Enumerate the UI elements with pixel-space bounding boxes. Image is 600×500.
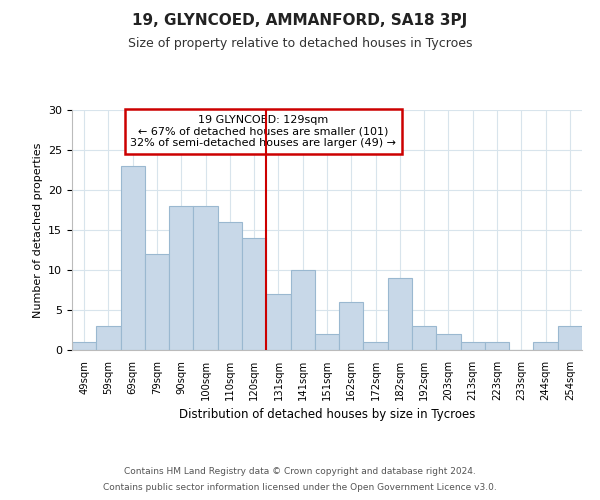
Text: Size of property relative to detached houses in Tycroes: Size of property relative to detached ho…	[128, 38, 472, 51]
Text: 19, GLYNCOED, AMMANFORD, SA18 3PJ: 19, GLYNCOED, AMMANFORD, SA18 3PJ	[133, 12, 467, 28]
Y-axis label: Number of detached properties: Number of detached properties	[32, 142, 43, 318]
Bar	[388, 278, 412, 350]
Bar	[315, 334, 339, 350]
Text: Contains HM Land Registry data © Crown copyright and database right 2024.: Contains HM Land Registry data © Crown c…	[124, 467, 476, 476]
Bar	[242, 238, 266, 350]
Bar	[266, 294, 290, 350]
X-axis label: Distribution of detached houses by size in Tycroes: Distribution of detached houses by size …	[179, 408, 475, 422]
Bar	[533, 342, 558, 350]
Bar	[436, 334, 461, 350]
Bar	[121, 166, 145, 350]
Bar	[558, 326, 582, 350]
Bar	[364, 342, 388, 350]
Text: Contains public sector information licensed under the Open Government Licence v3: Contains public sector information licen…	[103, 484, 497, 492]
Bar	[339, 302, 364, 350]
Bar	[218, 222, 242, 350]
Bar	[72, 342, 96, 350]
Bar	[290, 270, 315, 350]
Bar	[145, 254, 169, 350]
Bar	[96, 326, 121, 350]
Bar	[412, 326, 436, 350]
Bar	[461, 342, 485, 350]
Bar	[169, 206, 193, 350]
Text: 19 GLYNCOED: 129sqm
← 67% of detached houses are smaller (101)
32% of semi-detac: 19 GLYNCOED: 129sqm ← 67% of detached ho…	[130, 115, 396, 148]
Bar	[193, 206, 218, 350]
Bar	[485, 342, 509, 350]
